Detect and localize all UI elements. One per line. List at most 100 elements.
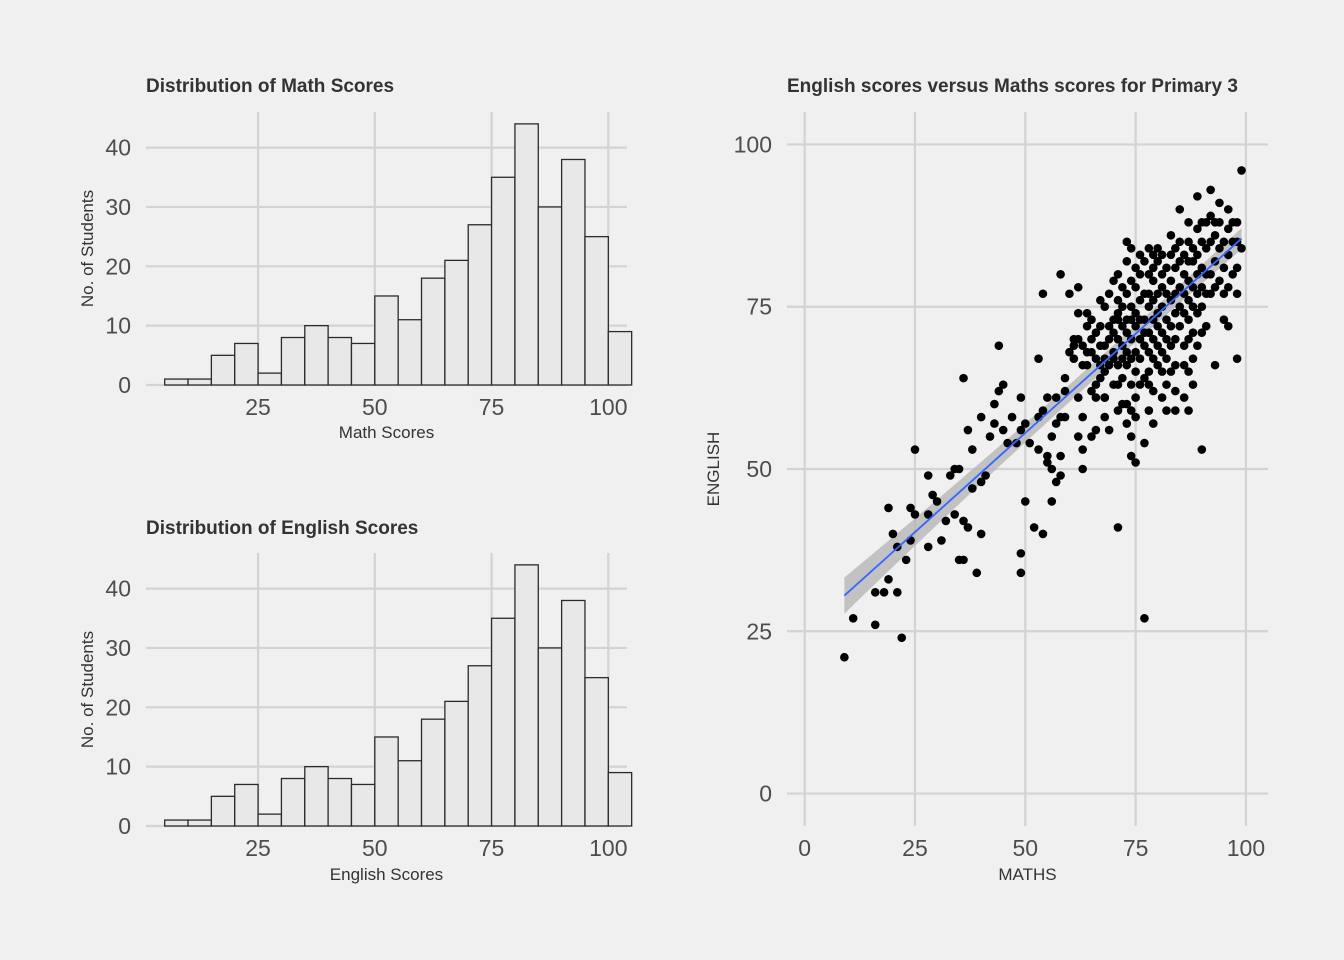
scatter-point — [1157, 282, 1167, 292]
histogram-bar — [607, 771, 633, 827]
scatter-point — [1038, 529, 1048, 539]
scatter-point — [901, 555, 911, 565]
y-tick-label: 50 — [746, 456, 772, 482]
scatter-point — [1140, 438, 1149, 448]
scatter-point — [1135, 380, 1145, 389]
scatter-point — [1193, 250, 1202, 260]
scatter-point — [1157, 269, 1167, 279]
x-tick-label: 100 — [1227, 835, 1265, 861]
scatter-point — [1096, 295, 1105, 305]
scatter-point — [1144, 302, 1154, 312]
scatter-point — [1131, 347, 1140, 357]
x-tick-label: 50 — [362, 835, 388, 861]
scatter-point — [994, 386, 1004, 396]
chart-title: Distribution of Math Scores — [146, 76, 394, 97]
scatter-point — [1215, 244, 1224, 253]
scatter-point — [1087, 386, 1096, 396]
x-tick-label: 50 — [1012, 835, 1038, 861]
scatter-point — [1157, 393, 1167, 402]
histogram-bar — [560, 158, 586, 386]
scatter-point — [1082, 321, 1092, 331]
y-tick-label: 100 — [734, 131, 772, 157]
scatter-point — [1135, 250, 1145, 260]
scatter-point — [1135, 334, 1145, 344]
scatter-point — [1201, 321, 1211, 331]
scatter-point — [1034, 354, 1043, 363]
math-histogram-panel: Distribution of Math Scores 25 50 75 100 0 10 2… — [78, 76, 633, 442]
scatter-point — [1131, 412, 1140, 422]
histogram-bar — [397, 319, 423, 386]
scatter-point — [1162, 380, 1171, 389]
x-tick-label: 100 — [589, 835, 627, 861]
scatter-point — [1166, 295, 1176, 305]
histogram-bar — [374, 736, 399, 827]
scatter-point — [1020, 497, 1030, 506]
trend-line — [843, 237, 1243, 597]
scatter-point — [1100, 412, 1110, 422]
scatter-point — [1096, 321, 1105, 331]
x-axis-title: MATHS — [998, 865, 1056, 884]
histogram-bar — [164, 378, 189, 386]
scatter-point — [1223, 205, 1233, 214]
x-tick-label: 0 — [798, 835, 811, 861]
scatter-point — [1065, 347, 1074, 357]
x-tick-label: 75 — [479, 835, 505, 861]
scatter-point — [1148, 386, 1158, 396]
scatter-point — [998, 425, 1008, 435]
scatter-point — [1144, 328, 1154, 337]
scatter-point — [1179, 393, 1189, 402]
scatter-point — [1091, 328, 1101, 337]
scatter-point — [1047, 497, 1057, 506]
scatter-point — [1047, 432, 1057, 441]
scatter-point — [1197, 263, 1207, 273]
scatter-point — [1215, 276, 1224, 286]
scatter-point — [945, 471, 955, 480]
scatter-point — [1122, 360, 1132, 370]
scatter-point — [1193, 308, 1202, 318]
histogram-bar — [234, 342, 259, 386]
scatter-point — [893, 588, 902, 597]
scatter-point — [1109, 328, 1118, 337]
scatter-point — [1113, 308, 1123, 318]
scatter-point — [1175, 237, 1185, 247]
scatter-point — [1153, 321, 1162, 331]
scatter-point — [1078, 412, 1087, 422]
scatter-point — [1171, 360, 1180, 370]
scatter-point — [1184, 295, 1193, 305]
scatter-point — [1197, 328, 1207, 337]
scatter-point — [879, 588, 889, 597]
scatter-point — [1135, 295, 1145, 305]
scatter-point — [1131, 282, 1140, 292]
scatter-point — [1166, 321, 1176, 331]
scatter-point — [1197, 445, 1207, 454]
scatter-point — [1007, 412, 1017, 422]
scatter-point — [1188, 244, 1198, 253]
scatter-point — [1140, 613, 1149, 623]
scatter-point — [1210, 282, 1220, 292]
scatter-point — [1118, 282, 1127, 292]
scatter-point — [976, 529, 986, 539]
scatter-point — [1034, 445, 1043, 454]
scatter-point — [1179, 360, 1189, 370]
scatter-point — [1162, 315, 1171, 325]
scatter-point — [1175, 256, 1185, 266]
scatter-point — [963, 425, 973, 435]
scatter-point — [1016, 393, 1026, 402]
scatter-point — [1126, 354, 1136, 363]
histogram-bar — [584, 676, 609, 827]
x-tick-label: 75 — [1123, 835, 1149, 861]
scatter-point — [1157, 347, 1167, 357]
scatter-point — [1091, 354, 1101, 363]
scatter-point — [1153, 256, 1162, 266]
scatter-point — [1237, 166, 1246, 175]
scatter-point — [1197, 237, 1207, 247]
chart-title: Distribution of English Scores — [146, 518, 418, 539]
scatter-point — [1029, 523, 1039, 532]
histogram-bar — [304, 766, 329, 827]
scatter-point — [1232, 263, 1242, 273]
scatter-point — [1113, 334, 1123, 344]
scatter-point — [1126, 380, 1136, 389]
scatter-point — [1087, 347, 1096, 357]
histogram-bar — [350, 783, 376, 827]
scatter-point — [1175, 205, 1185, 214]
